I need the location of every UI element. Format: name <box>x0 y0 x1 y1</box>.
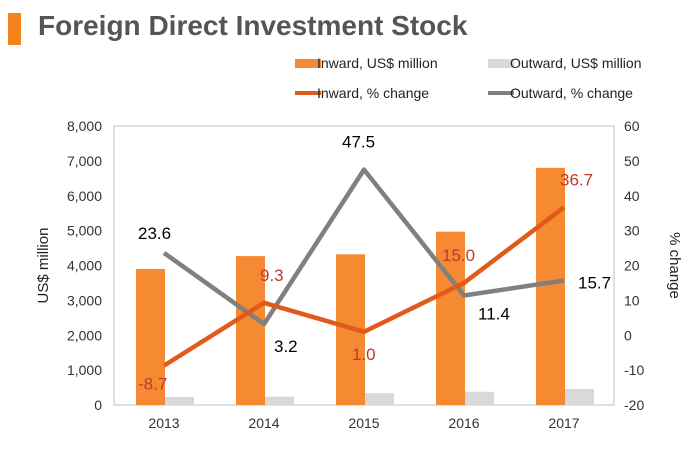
x-tick-label: 2015 <box>348 415 379 431</box>
outward-bar <box>565 388 594 405</box>
outward-pct-label: 3.2 <box>274 337 298 356</box>
y2-tick-label: 20 <box>624 258 640 274</box>
inward-bar <box>236 256 265 405</box>
y2-axis-title: % change <box>666 232 683 299</box>
inward-pct-line <box>162 205 566 368</box>
y-tick-label: 2,000 <box>67 327 102 343</box>
x-tick-label: 2013 <box>148 415 179 431</box>
inward-pct-label: 36.7 <box>560 170 593 189</box>
y-tick-label: 0 <box>94 397 102 413</box>
outward-bar <box>265 396 294 405</box>
y2-tick-label: 60 <box>624 118 640 134</box>
outward-pct-label: 23.6 <box>138 224 171 243</box>
outward-bar <box>465 391 494 405</box>
y-tick-label: 4,000 <box>67 258 102 274</box>
outward-pct-label: 47.5 <box>342 133 375 152</box>
y2-tick-label: -20 <box>624 397 644 413</box>
x-tick-label: 2017 <box>548 415 579 431</box>
title-area: Foreign Direct Investment Stock <box>0 0 700 54</box>
legend-swatch-1 <box>488 59 514 68</box>
chart-title: Foreign Direct Investment Stock <box>38 10 468 41</box>
y-axis-title: US$ million <box>35 228 52 304</box>
outward-bar <box>165 396 194 405</box>
inward-pct-label: 15.0 <box>442 246 475 265</box>
y2-tick-label: 30 <box>624 223 640 239</box>
legend-swatch-0 <box>295 59 321 68</box>
x-tick-label: 2016 <box>448 415 479 431</box>
y-tick-label: 8,000 <box>67 118 102 134</box>
legend-label-0: Inward, US$ million <box>317 55 438 71</box>
inward-pct-label: -8.7 <box>138 375 167 394</box>
x-tick-label: 2014 <box>248 415 279 431</box>
inward-pct-label: 1.0 <box>352 345 376 364</box>
legend-label-2: Inward, % change <box>317 85 429 101</box>
y-tick-label: 1,000 <box>67 362 102 378</box>
outward-pct-line <box>162 167 565 327</box>
y-tick-label: 6,000 <box>67 188 102 204</box>
legend-label-3: Outward, % change <box>510 85 633 101</box>
y2-tick-label: 10 <box>624 292 640 308</box>
inward-bar <box>536 167 565 405</box>
inward-bar <box>436 231 465 405</box>
y-tick-label: 7,000 <box>67 153 102 169</box>
inward-bar <box>136 268 165 405</box>
outward-pct-label: 15.7 <box>578 273 611 292</box>
y-tick-label: 5,000 <box>67 223 102 239</box>
inward-pct-label: 9.3 <box>260 266 284 285</box>
outward-bar <box>365 393 394 405</box>
y2-tick-label: 0 <box>624 327 632 343</box>
legend-label-1: Outward, US$ million <box>510 55 642 71</box>
y-tick-label: 3,000 <box>67 292 102 308</box>
y2-tick-label: -10 <box>624 362 644 378</box>
y2-tick-label: 50 <box>624 153 640 169</box>
y2-tick-label: 40 <box>624 188 640 204</box>
title-accent-bar <box>8 13 21 45</box>
outward-pct-label: 11.4 <box>478 304 510 323</box>
